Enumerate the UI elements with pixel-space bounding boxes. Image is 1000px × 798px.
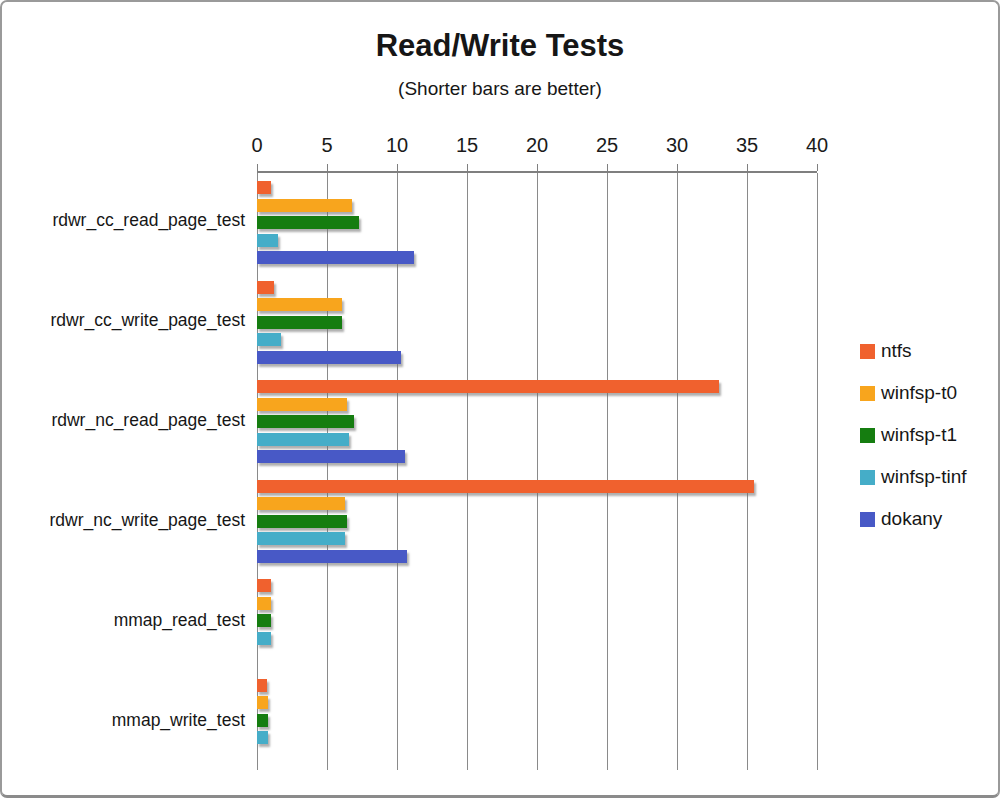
legend-item-winfsp-t1: winfsp-t1 (860, 427, 967, 443)
bar-winfsp-t0 (257, 497, 345, 510)
category-label-cell: rdwr_nc_write_page_test (2, 470, 245, 570)
bar-ntfs (257, 281, 274, 294)
legend-swatch-winfsp-t0 (860, 386, 875, 401)
bar-winfsp-t1 (257, 614, 271, 627)
bar-winfsp-t1 (257, 216, 359, 229)
bar-winfsp-t0 (257, 199, 352, 212)
bar-dokany (257, 251, 414, 264)
x-tick-mark (467, 164, 468, 171)
category-label-cell: mmap_read_test (2, 570, 245, 670)
bar-dokany (257, 550, 407, 563)
category-label: mmap_write_test (112, 710, 245, 731)
x-tick-mark (397, 164, 398, 171)
bar-winfsp-tinf (257, 234, 278, 247)
x-tick-label: 35 (725, 134, 769, 157)
bar-winfsp-t0 (257, 696, 268, 709)
x-tick-label: 40 (795, 134, 839, 157)
bar-ntfs (257, 480, 754, 493)
bar-winfsp-tinf (257, 433, 349, 446)
bar-winfsp-t1 (257, 415, 354, 428)
category-labels: rdwr_cc_read_page_test rdwr_cc_write_page… (2, 171, 245, 770)
x-tick-mark (537, 164, 538, 171)
chart-frame: Read/Write Tests (Shorter bars are bette… (0, 0, 1000, 798)
x-tick-label: 20 (515, 134, 559, 157)
bar-group-rdwr_cc_write_page_test (257, 273, 817, 373)
category-label-cell: rdwr_cc_write_page_test (2, 271, 245, 371)
bar-winfsp-t1 (257, 316, 342, 329)
bar-winfsp-tinf (257, 731, 268, 744)
x-tick-mark (817, 164, 818, 171)
bar-winfsp-tinf (257, 632, 271, 645)
legend-label: winfsp-tinf (881, 466, 967, 488)
bar-group-rdwr_nc_read_page_test (257, 372, 817, 472)
x-tick-label: 0 (235, 134, 279, 157)
category-label: mmap_read_test (114, 610, 245, 631)
bar-ntfs (257, 181, 271, 194)
category-label: rdwr_nc_read_page_test (51, 410, 245, 431)
x-tick-label: 15 (445, 134, 489, 157)
bar-ntfs (257, 380, 719, 393)
legend-swatch-dokany (860, 512, 875, 527)
bar-group-mmap_read_test (257, 571, 817, 671)
bar-winfsp-t0 (257, 298, 342, 311)
x-tick-mark (257, 164, 258, 171)
bar-group-rdwr_nc_write_page_test (257, 472, 817, 572)
bar-ntfs (257, 579, 271, 592)
x-tick-label: 25 (585, 134, 629, 157)
chart-subtitle: (Shorter bars are better) (2, 78, 998, 100)
legend-swatch-ntfs (860, 344, 875, 359)
x-tick-mark (327, 164, 328, 171)
legend-item-winfsp-t0: winfsp-t0 (860, 385, 967, 401)
category-label: rdwr_cc_read_page_test (52, 210, 245, 231)
legend-item-dokany: dokany (860, 511, 967, 527)
category-label-cell: rdwr_cc_read_page_test (2, 171, 245, 271)
x-tick-label: 30 (655, 134, 699, 157)
bar-dokany (257, 450, 405, 463)
legend-item-ntfs: ntfs (860, 343, 967, 359)
legend-item-winfsp-tinf: winfsp-tinf (860, 469, 967, 485)
x-tick-label: 10 (375, 134, 419, 157)
bar-winfsp-tinf (257, 532, 345, 545)
x-tick-mark (607, 164, 608, 171)
x-axis-ticks (257, 164, 819, 171)
category-label-cell: rdwr_nc_read_page_test (2, 371, 245, 471)
legend-label: dokany (881, 508, 942, 530)
gridline (817, 173, 818, 770)
legend-label: winfsp-t1 (881, 424, 957, 446)
bar-winfsp-t1 (257, 515, 347, 528)
bar-winfsp-tinf (257, 333, 281, 346)
x-tick-mark (747, 164, 748, 171)
legend-label: ntfs (881, 340, 912, 362)
x-tick-mark (677, 164, 678, 171)
plot-area (257, 171, 817, 770)
bar-winfsp-t0 (257, 398, 347, 411)
bar-winfsp-t0 (257, 597, 271, 610)
bar-ntfs (257, 679, 267, 692)
bar-winfsp-t1 (257, 714, 268, 727)
legend-label: winfsp-t0 (881, 382, 957, 404)
legend: ntfs winfsp-t0 winfsp-t1 winfsp-tinf dokany (860, 343, 967, 553)
category-label: rdwr_nc_write_page_test (49, 510, 245, 531)
chart-title: Read/Write Tests (2, 28, 998, 64)
bar-dokany (257, 351, 401, 364)
x-tick-label: 5 (305, 134, 349, 157)
bar-group-mmap_write_test (257, 671, 817, 771)
category-label: rdwr_cc_write_page_test (50, 310, 245, 331)
legend-swatch-winfsp-t1 (860, 428, 875, 443)
category-label-cell: mmap_write_test (2, 670, 245, 770)
legend-swatch-winfsp-tinf (860, 470, 875, 485)
x-axis-tick-labels: 0510152025303540 (257, 134, 819, 160)
bar-group-rdwr_cc_read_page_test (257, 173, 817, 273)
